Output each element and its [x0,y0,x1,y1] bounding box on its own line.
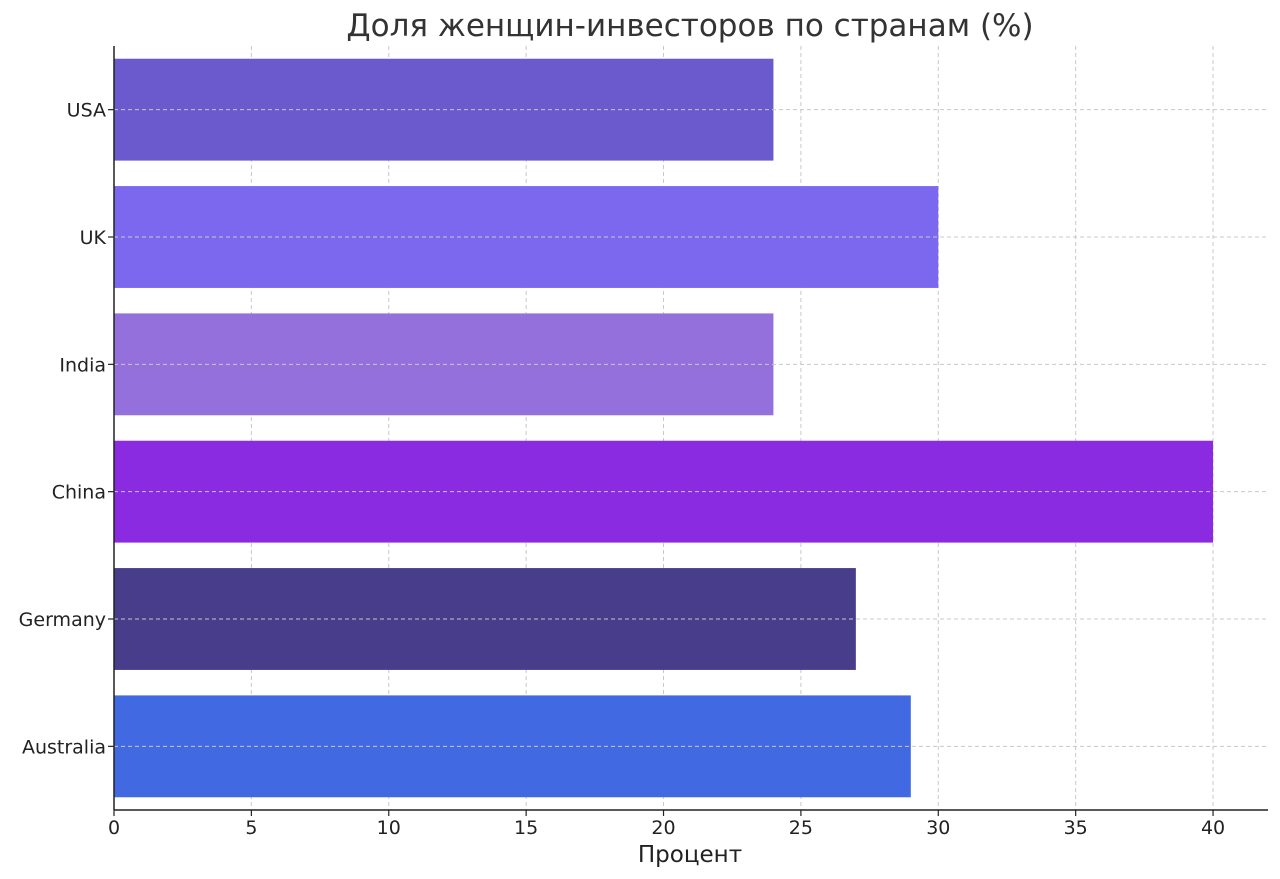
x-tick-label: 15 [514,817,538,839]
bars [114,58,1268,798]
x-tick-label: 35 [1064,817,1088,839]
y-tick-label-uk: UK [80,227,107,249]
y-tick-label-australia: Australia [22,736,106,758]
x-tick-label: 5 [245,817,257,839]
y-tick-label-germany: Germany [19,609,106,631]
y-tick-label-india: India [59,354,106,376]
x-tick-label: 20 [651,817,675,839]
x-axis-title: Процент [638,842,742,868]
grid [113,46,1214,810]
y-tick-label-usa: USA [67,100,106,122]
ticks: 0 5 10 15 20 25 30 35 40 USA UK India China Germany Au… [19,100,1225,839]
x-tick-label: 30 [926,817,950,839]
x-tick-label: 40 [1201,817,1225,839]
bar-australia [114,695,911,798]
x-tick-label: 25 [789,817,813,839]
x-tick-label: 0 [108,817,120,839]
chart-title: Доля женщин-инвесторов по странам (%) [346,8,1033,44]
y-tick-label-china: China [52,482,106,504]
x-tick-label: 10 [377,817,401,839]
